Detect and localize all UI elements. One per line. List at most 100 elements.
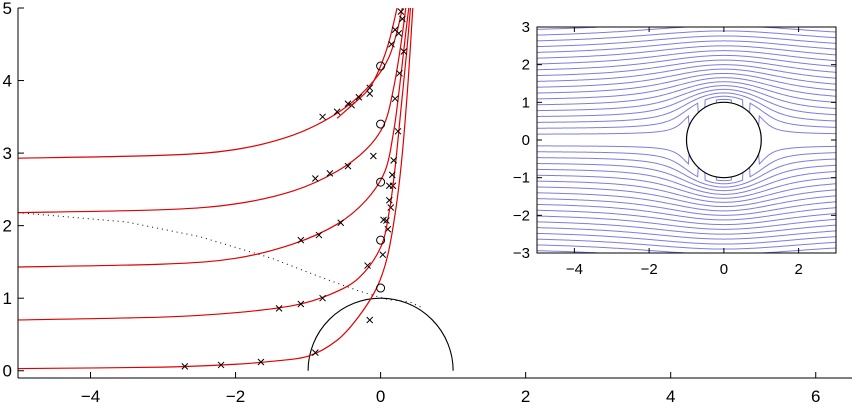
trajectory-curve-5 [18, 8, 403, 159]
inset-x-tick-label: −4 [566, 261, 583, 278]
x-marker [396, 69, 403, 77]
inset-x-tick-label: 0 [720, 261, 728, 278]
x-marker [311, 175, 319, 182]
streamline [537, 85, 836, 112]
x-marker [366, 90, 374, 97]
x-marker [275, 304, 283, 312]
main-plot-area [18, 8, 454, 371]
obstacle-circle [685, 101, 762, 179]
streamline [537, 27, 610, 30]
y-tick-label: 1 [3, 289, 12, 308]
x-marker [380, 216, 387, 224]
streamline [537, 232, 836, 245]
y-tick-label: 4 [3, 72, 12, 91]
x-tick-label: 6 [811, 387, 820, 406]
streamline [537, 35, 836, 48]
x-marker [326, 170, 334, 177]
x-marker [297, 300, 305, 308]
inset-y-tick-label: 1 [522, 94, 530, 111]
x-marker [344, 162, 352, 170]
streamline [537, 250, 610, 253]
x-marker [344, 100, 352, 108]
x-marker [319, 113, 326, 121]
streamline [537, 139, 836, 182]
streamline [537, 168, 836, 195]
streamline [537, 92, 836, 123]
x-tick-label: −4 [81, 387, 100, 406]
x-marker [364, 262, 371, 269]
streamline [537, 50, 836, 65]
main-plot: −4 −2 0 2 4 6 0 1 2 3 4 5 [3, 0, 852, 406]
streamline [537, 95, 836, 141]
trajectory-curve-1 [18, 8, 414, 370]
inset-y-tick-label: 0 [522, 132, 530, 149]
streamline [537, 16, 836, 24]
dotted-line [18, 212, 421, 308]
streamline [537, 68, 836, 88]
streamline [537, 203, 836, 221]
x-marker [333, 108, 341, 116]
streamline [537, 45, 836, 59]
x-marker [388, 40, 395, 48]
streamline [537, 244, 836, 253]
streamline [537, 209, 836, 226]
streamline [537, 64, 836, 82]
y-tick-label: 3 [3, 144, 12, 163]
streamline [537, 81, 836, 106]
streamline [537, 238, 836, 250]
streamline [537, 54, 836, 71]
inset-y-tick-label: −1 [513, 170, 530, 187]
inset-y-tick-label: 3 [522, 19, 530, 36]
y-tick-label: 0 [3, 362, 12, 381]
streamline [537, 40, 836, 53]
x-marker [388, 171, 396, 179]
circle-marker [376, 235, 386, 245]
y-tick-label: 5 [3, 0, 12, 18]
inset-plot-area [537, 16, 836, 253]
x-marker [366, 316, 374, 324]
streamline [537, 180, 836, 203]
x-marker [257, 358, 265, 366]
x-marker [370, 152, 377, 160]
x-marker [315, 231, 323, 239]
circle-marker [376, 61, 386, 71]
streamline [537, 77, 836, 100]
x-marker [319, 294, 326, 302]
x-marker [399, 15, 406, 23]
x-marker [297, 236, 305, 244]
streamline [537, 157, 836, 188]
streamline [537, 221, 836, 235]
streamline [537, 186, 836, 208]
streamline [537, 72, 836, 94]
streamline [537, 192, 836, 212]
x-marker [387, 204, 395, 211]
streamline [537, 139, 836, 185]
circle-marker [376, 177, 386, 187]
inset-x-tick-label: 2 [794, 261, 802, 278]
trajectory-curve-2 [18, 8, 412, 321]
circle-marker [376, 283, 386, 293]
x-marker [379, 251, 387, 259]
y-tick-label: 2 [3, 217, 12, 236]
inset-y-tick-label: −3 [513, 245, 530, 262]
x-marker [391, 26, 399, 34]
inset-plot: −4 −2 0 2 −3 −2 −1 0 1 2 3 [513, 16, 837, 278]
obstacle-semicircle [307, 297, 454, 371]
streamline [537, 27, 836, 36]
trajectory-curve-3 [18, 8, 410, 268]
x-marker [400, 48, 408, 55]
inset-y-tick-label: 2 [522, 57, 530, 74]
x-marker [394, 127, 402, 135]
x-marker [181, 363, 189, 370]
streamline [537, 227, 836, 240]
x-marker [391, 95, 399, 103]
x-marker [385, 196, 393, 204]
streamline [537, 174, 836, 199]
streamline [537, 88, 836, 117]
streamline [537, 30, 836, 42]
trajectory-curve-4 [18, 8, 407, 214]
x-marker [385, 182, 393, 190]
streamline [537, 163, 836, 192]
circle-marker [376, 119, 386, 129]
